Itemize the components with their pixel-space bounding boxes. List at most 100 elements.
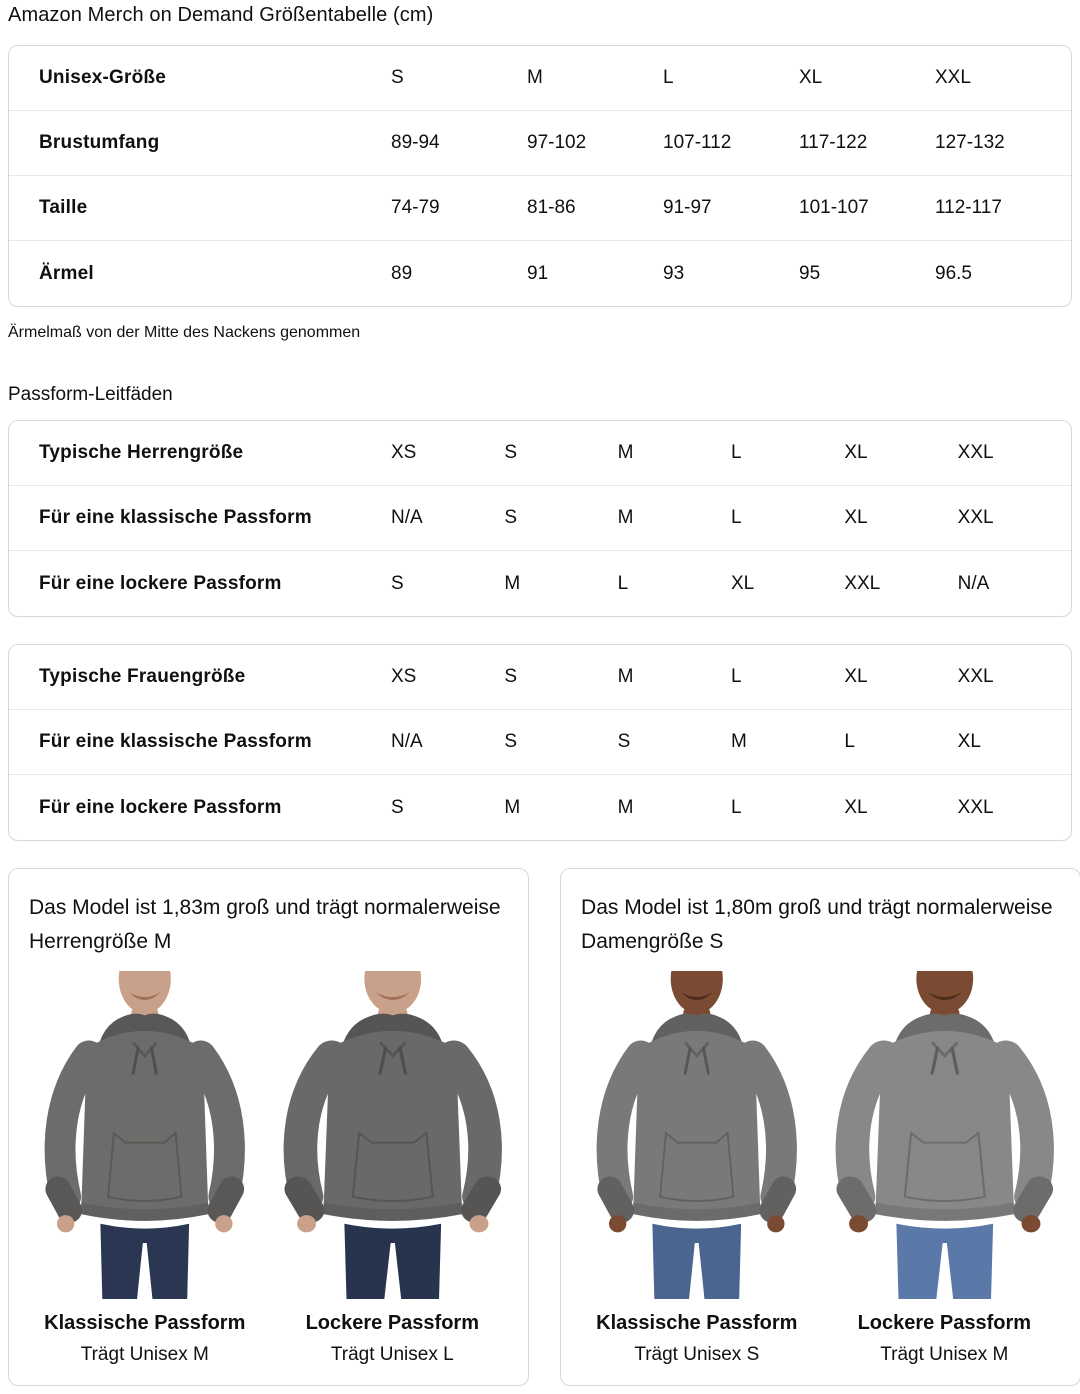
womens-figures: Klassische Passform Trägt Unisex S Locke…	[581, 971, 1060, 1371]
womens-fit-header-label: Typische Frauengröße	[39, 666, 246, 687]
cell-value: XL	[957, 731, 981, 752]
size-label: Trägt Unisex S	[634, 1344, 760, 1365]
cell-value: 91	[527, 262, 549, 284]
cell-value: 93	[663, 262, 685, 284]
column-header-xs: XS	[391, 442, 417, 463]
cell-value: S	[504, 507, 518, 528]
cell-value: M	[617, 507, 634, 528]
row-label: Für eine klassische Passform	[39, 507, 312, 528]
cell-value: 89	[391, 262, 413, 284]
cell-value: N/A	[391, 731, 423, 752]
row-label: Taille	[39, 197, 88, 218]
column-header-xl: XL	[844, 666, 868, 687]
mens-fit-header-label: Typische Herrengröße	[39, 442, 244, 463]
column-header-xl: XL	[844, 442, 868, 463]
cell-value: N/A	[391, 507, 423, 528]
mens-model-card: Das Model ist 1,83m groß und trägt norma…	[8, 868, 530, 1386]
cell-value: 81-86	[527, 197, 576, 218]
cell-value: L	[617, 572, 629, 594]
table-row-sleeve: Ärmel 89 91 93 95 96.5	[9, 241, 1071, 306]
column-header-m: M	[617, 442, 634, 463]
cell-value: M	[617, 796, 634, 818]
fit-label: Lockere Passform	[857, 1312, 1032, 1334]
column-header-xl: XL	[799, 67, 823, 88]
male-model-loose-fit-photo	[277, 971, 509, 1299]
cell-value: 127-132	[935, 132, 1005, 153]
size-label: Trägt Unisex M	[80, 1344, 209, 1365]
mens-model-description: Das Model ist 1,83m groß und trägt norma…	[29, 896, 501, 953]
fit-guides-heading: Passform-Leitfäden	[8, 384, 173, 405]
cell-value: 89-94	[391, 132, 440, 153]
row-label: Für eine lockere Passform	[39, 796, 282, 818]
cell-value: XL	[731, 572, 755, 594]
cell-value: M	[731, 731, 747, 752]
cell-value: XXL	[957, 507, 994, 528]
table-row-classic-fit: Für eine klassische Passform N/A S M L X…	[9, 486, 1071, 551]
cell-value: 112-117	[935, 197, 1002, 218]
cell-value: 97-102	[527, 132, 587, 153]
column-header-xxl: XXL	[957, 442, 994, 463]
cell-value: L	[731, 507, 742, 528]
table-header-row: Unisex-Größe S M L XL XXL	[9, 46, 1071, 111]
womens-fit-table: Typische Frauengröße XS S M L XL XXL Für…	[8, 644, 1072, 841]
table-row-loose-fit: Für eine lockere Passform S M M L XL XXL	[9, 775, 1071, 840]
cell-value: XXL	[844, 572, 881, 594]
size-label: Trägt Unisex M	[880, 1344, 1009, 1365]
sleeve-measurement-note: Ärmelmaß von der Mitte des Nackens genom…	[8, 324, 361, 341]
male-model-classic-fit-photo	[29, 971, 261, 1299]
cell-value: S	[504, 731, 518, 752]
cell-value: 117-122	[799, 132, 868, 153]
cell-value: L	[731, 796, 742, 818]
cell-value: 107-112	[663, 132, 732, 153]
mens-classic-fit-figure: Klassische Passform Trägt Unisex M	[29, 971, 261, 1371]
womens-loose-fit-figure: Lockere Passform Trägt Unisex M	[829, 971, 1061, 1371]
row-label: Ärmel	[39, 262, 94, 284]
womens-classic-fit-figure: Klassische Passform Trägt Unisex S	[581, 971, 813, 1371]
column-header-m: M	[527, 67, 543, 88]
table-header-row: Typische Herrengröße XS S M L XL XXL	[9, 421, 1071, 486]
column-header-s: S	[391, 67, 404, 88]
cell-value: S	[617, 731, 631, 752]
table-row-loose-fit: Für eine lockere Passform S M L XL XXL N…	[9, 551, 1071, 616]
size-table-header-label: Unisex-Größe	[39, 67, 166, 88]
cell-value: M	[504, 796, 521, 818]
column-header-xxl: XXL	[935, 67, 971, 88]
row-label: Für eine klassische Passform	[39, 731, 312, 752]
fit-label: Lockere Passform	[305, 1312, 479, 1334]
cell-value: 95	[799, 262, 821, 284]
cell-value: XXL	[957, 796, 994, 818]
column-header-s: S	[504, 442, 518, 463]
table-row-waist: Taille 74-79 81-86 91-97 101-107 112-117	[9, 176, 1071, 241]
row-label: Für eine lockere Passform	[39, 572, 282, 594]
female-model-loose-fit-photo	[829, 971, 1061, 1299]
cell-value: 74-79	[391, 197, 440, 218]
unisex-size-table: Unisex-Größe S M L XL XXL Brustumfang 89…	[8, 45, 1072, 307]
column-header-s: S	[504, 666, 518, 687]
table-row-chest: Brustumfang 89-94 97-102 107-112 117-122…	[9, 111, 1071, 176]
column-header-xxl: XXL	[957, 666, 994, 687]
cell-value: N/A	[957, 572, 990, 594]
cell-value: XL	[844, 796, 868, 818]
female-model-classic-fit-photo	[581, 971, 813, 1299]
mens-fit-table: Typische Herrengröße XS S M L XL XXL Für…	[8, 420, 1072, 617]
cell-value: 101-107	[799, 197, 869, 218]
cell-value: L	[844, 731, 855, 752]
model-cards: Das Model ist 1,83m groß und trägt norma…	[8, 868, 1080, 1386]
cell-value: M	[504, 572, 521, 594]
mens-loose-fit-figure: Lockere Passform Trägt Unisex L	[277, 971, 509, 1371]
column-header-m: M	[617, 666, 634, 687]
page-title: Amazon Merch on Demand Größentabelle (cm…	[8, 4, 434, 26]
row-label: Brustumfang	[39, 132, 160, 153]
mens-figures: Klassische Passform Trägt Unisex M Locke…	[29, 971, 508, 1371]
fit-label: Klassische Passform	[596, 1312, 798, 1334]
cell-value: XL	[844, 507, 868, 528]
size-label: Trägt Unisex L	[330, 1344, 454, 1365]
column-header-l: L	[663, 67, 674, 88]
table-header-row: Typische Frauengröße XS S M L XL XXL	[9, 645, 1071, 710]
cell-value: S	[391, 796, 404, 818]
cell-value: 96.5	[935, 262, 972, 284]
fit-label: Klassische Passform	[44, 1312, 246, 1334]
womens-model-card: Das Model ist 1,80m groß und trägt norma…	[560, 868, 1080, 1386]
womens-model-description: Das Model ist 1,80m groß und trägt norma…	[581, 896, 1053, 953]
